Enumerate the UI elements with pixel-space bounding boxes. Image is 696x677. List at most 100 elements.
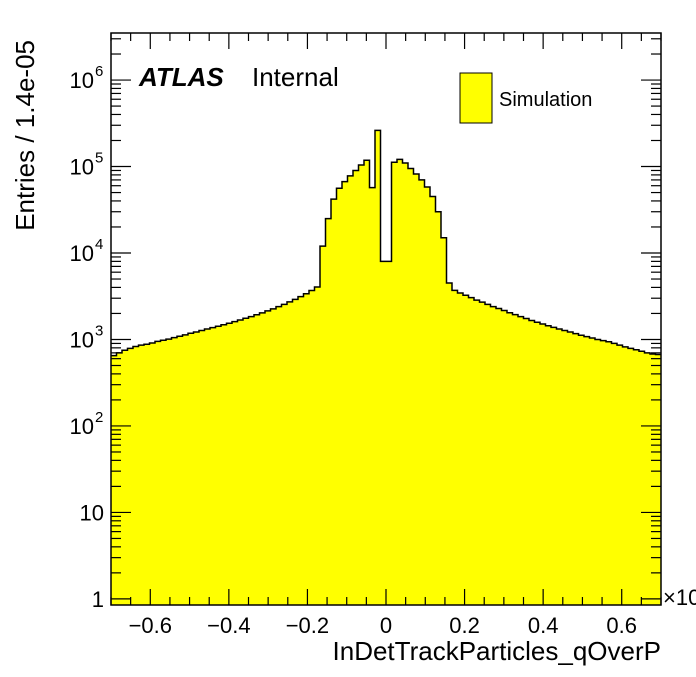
histogram-bin — [589, 337, 596, 605]
histogram-bin — [391, 162, 398, 605]
histogram-bin — [468, 297, 475, 605]
histogram-bin — [534, 322, 541, 605]
histogram-bin — [364, 160, 370, 605]
histogram-bin — [166, 339, 172, 605]
histogram-bin — [567, 332, 574, 605]
histogram-bin — [127, 348, 134, 605]
histogram-bin — [232, 321, 238, 605]
y-tick-label-exponent: 6 — [95, 63, 103, 80]
y-tick-label-base: 10 — [70, 327, 94, 352]
histogram-bin — [133, 346, 139, 605]
histogram-bin — [347, 175, 354, 606]
y-tick-label-exponent: 2 — [95, 409, 103, 426]
histogram-bin — [584, 336, 590, 605]
histogram-bin — [402, 162, 409, 605]
histogram-bin — [320, 246, 326, 605]
histogram-bin — [336, 188, 343, 606]
histogram-bin — [303, 293, 310, 605]
y-tick-label: 10 3 — [70, 322, 104, 352]
histogram-bin — [298, 296, 304, 605]
internal-label: Internal — [252, 62, 339, 92]
histogram-bin — [270, 308, 277, 605]
histogram-bin — [386, 261, 392, 605]
histogram-bin — [122, 350, 128, 605]
histogram-bin — [485, 304, 491, 605]
y-tick-label: 1 — [92, 587, 104, 612]
x-axis-multiplier: ×10 — [663, 585, 696, 610]
histogram-bin — [441, 237, 447, 606]
histogram-bin — [177, 336, 183, 605]
histogram-bin — [248, 316, 255, 605]
y-tick-label-base: 1 — [92, 587, 104, 612]
y-tick-label-base: 10 — [70, 414, 94, 439]
histogram-bin — [144, 344, 150, 605]
x-tick-label: 0.4 — [528, 613, 559, 638]
histogram-bin — [562, 330, 568, 605]
histogram-bin — [611, 343, 618, 605]
histogram-bars — [111, 130, 662, 606]
histogram-bin — [111, 355, 117, 605]
histogram-bin — [595, 339, 601, 605]
histogram-bin — [496, 308, 502, 605]
histogram-bin — [210, 327, 216, 605]
histogram-bin — [452, 290, 458, 605]
legend-entry-simulation: Simulation — [499, 89, 592, 111]
histogram-bin — [259, 312, 266, 605]
histogram-bin — [204, 329, 211, 605]
histogram-bin — [292, 299, 299, 605]
histogram-bin — [573, 333, 579, 605]
histogram-bin — [446, 282, 453, 605]
x-tick-label: 0.2 — [449, 613, 480, 638]
y-tick-label: 10 4 — [70, 236, 104, 266]
histogram-bin — [149, 343, 156, 605]
histogram-bin — [138, 345, 145, 605]
histogram-bin — [424, 186, 431, 606]
y-axis-title: Entries / 1.4e-05 — [10, 40, 40, 231]
histogram-bin — [430, 196, 436, 605]
histogram-bin — [606, 341, 612, 605]
histogram-bin — [463, 295, 469, 605]
y-tick-label-base: 10 — [70, 155, 94, 180]
histogram-bin — [199, 330, 205, 605]
histogram-bin — [155, 341, 161, 605]
histogram-bin — [474, 300, 480, 605]
histogram-bin — [369, 187, 376, 605]
y-tick-label: 10 5 — [70, 150, 104, 180]
histogram-bin — [617, 345, 623, 605]
histogram-bin — [342, 181, 348, 606]
histogram-bin — [243, 318, 249, 605]
x-tick-label: 0.6 — [606, 613, 637, 638]
histogram-bin — [435, 211, 442, 606]
histogram-bin — [413, 173, 420, 606]
histogram-bin — [501, 310, 508, 605]
histogram-bin — [397, 159, 403, 606]
histogram-bin — [507, 312, 513, 605]
histogram-bin — [622, 346, 629, 605]
histogram-bin — [171, 337, 178, 605]
atlas-label: ATLAS — [138, 62, 224, 92]
histogram-bin — [160, 340, 167, 605]
histogram-bin — [193, 332, 200, 605]
histogram-bin — [523, 318, 530, 605]
x-tick-label: −0.4 — [207, 613, 250, 638]
histogram-bin — [215, 326, 222, 605]
y-tick-label-base: 10 — [70, 68, 94, 93]
histogram-bin — [380, 261, 387, 605]
histogram-bin — [644, 352, 651, 605]
x-axis-title: InDetTrackParticles_qOverP — [333, 636, 661, 666]
y-tick-label: 10 2 — [70, 409, 104, 439]
histogram-bin — [226, 323, 233, 605]
histogram-bin — [276, 306, 282, 605]
histogram-bin — [314, 286, 321, 605]
histogram-bin — [512, 314, 519, 605]
histogram-bin — [375, 130, 381, 605]
histogram-bin — [265, 310, 271, 605]
y-tick-label-base: 10 — [80, 500, 104, 525]
histogram-bin — [188, 333, 194, 605]
histogram-bin — [358, 165, 365, 605]
histogram-bin — [628, 348, 634, 605]
y-tick-label-exponent: 4 — [95, 236, 103, 253]
